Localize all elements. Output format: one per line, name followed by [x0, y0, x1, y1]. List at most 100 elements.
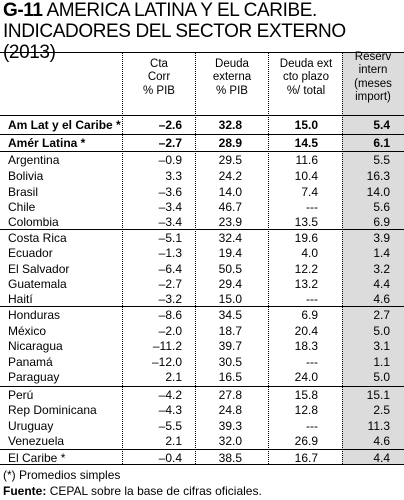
reserves-cell: 1.4: [373, 246, 390, 260]
country-name: Nicaragua: [8, 339, 63, 353]
current-account-cell: –5.1: [158, 231, 182, 245]
table-row: Rep Dominicana –4.3 24.8 12.8 2.5: [0, 402, 404, 418]
reserves-cell: 5.4: [373, 118, 390, 132]
country-name: Ecuador: [8, 246, 53, 260]
reserves-cell: 2.7: [373, 308, 390, 322]
short-term-debt-cell: 26.9: [294, 434, 318, 448]
table-row: Argentina –0.9 29.5 11.6 5.5: [0, 152, 404, 168]
reserves-column-shade: [342, 52, 404, 464]
summary-row: Amér Latina * –2.7 28.9 14.5 6.1: [0, 135, 404, 151]
short-term-debt-cell: 12.2: [294, 262, 318, 276]
short-term-debt-cell: ---: [306, 355, 318, 369]
table-bottom-rule: [0, 464, 404, 465]
short-term-debt-cell: 15.0: [294, 118, 318, 132]
country-name: Paraguay: [8, 370, 60, 384]
country-name: Haití: [8, 292, 33, 306]
country-name: El Caribe *: [8, 451, 66, 465]
reserves-cell: 15.1: [366, 388, 390, 402]
summary-divider-rule: [0, 134, 404, 135]
table-row: Guatemala –2.7 29.4 13.2 4.4: [0, 276, 404, 292]
column-header-line: Cta: [150, 58, 168, 70]
current-account-cell: –0.9: [158, 153, 182, 167]
country-name: Perú: [8, 388, 34, 402]
reserves-cell: 2.5: [373, 403, 390, 417]
table-row: Paraguay 2.1 16.5 24.0 5.0: [0, 369, 404, 385]
external-debt-cell: 32.0: [218, 434, 242, 448]
external-debt-cell: 27.8: [218, 388, 242, 402]
table-row: Honduras –8.6 34.5 6.9 2.7: [0, 307, 404, 323]
group-divider-rule: [0, 386, 404, 387]
current-account-cell: –5.5: [158, 419, 182, 433]
external-debt-cell: 46.7: [218, 200, 242, 214]
current-account-cell: –2.7: [158, 136, 182, 150]
country-name: Am Lat y el Caribe *: [8, 118, 121, 132]
external-debt-cell: 39.7: [218, 339, 242, 353]
header-bottom-rule: [0, 115, 404, 116]
external-debt-cell: 23.9: [218, 215, 242, 229]
external-debt-cell: 28.9: [218, 136, 242, 150]
short-term-debt-cell: 14.5: [294, 136, 318, 150]
table-row: Haití –3.2 15.0 --- 4.6: [0, 291, 404, 307]
group-divider-rule: [0, 229, 404, 230]
reserves-cell: 14.0: [366, 185, 390, 199]
column-divider: [195, 52, 196, 464]
external-debt-cell: 30.5: [218, 355, 242, 369]
country-name: Uruguay: [8, 419, 54, 433]
short-term-debt-cell: ---: [306, 200, 318, 214]
short-term-debt-cell: 6.9: [301, 308, 318, 322]
table-row: Venezuela 2.1 32.0 26.9 4.6: [0, 433, 404, 449]
column-header: Reserv intern (meses import): [344, 51, 402, 104]
current-account-cell: 2.1: [165, 434, 182, 448]
country-name: Brasil: [8, 185, 39, 199]
country-name: Guatemala: [8, 277, 67, 291]
reserves-cell: 4.4: [373, 451, 390, 465]
table-row: Uruguay –5.5 39.3 --- 11.3: [0, 418, 404, 434]
country-name: Costa Rica: [8, 231, 67, 245]
table-row: Nicaragua –11.2 39.7 18.3 3.1: [0, 338, 404, 354]
reserves-cell: 5.5: [373, 153, 390, 167]
external-debt-cell: 24.2: [218, 169, 242, 183]
column-header: Deuda externa% PIB: [198, 58, 266, 98]
table-row: Panamá –12.0 30.5 --- 1.1: [0, 354, 404, 370]
table-row: Costa Rica –5.1 32.4 19.6 3.9: [0, 230, 404, 246]
external-debt-cell: 39.3: [218, 419, 242, 433]
external-debt-cell: 32.8: [218, 118, 242, 132]
reserves-cell: 3.9: [373, 231, 390, 245]
short-term-debt-cell: 20.4: [294, 324, 318, 338]
external-debt-cell: 19.4: [218, 246, 242, 260]
reserves-cell: 16.3: [366, 169, 390, 183]
short-term-debt-cell: 15.8: [294, 388, 318, 402]
current-account-cell: –3.6: [158, 185, 182, 199]
external-debt-cell: 16.5: [218, 370, 242, 384]
current-account-cell: –2.7: [158, 277, 182, 291]
reserves-cell: 5.0: [373, 370, 390, 384]
external-debt-cell: 29.5: [218, 153, 242, 167]
current-account-cell: –0.4: [158, 451, 182, 465]
short-term-debt-cell: 7.4: [301, 185, 318, 199]
short-term-debt-cell: 10.4: [294, 169, 318, 183]
external-debt-cell: 14.0: [218, 185, 242, 199]
column-header-line: intern: [358, 64, 388, 77]
column-header-line: %/ total: [286, 84, 326, 97]
reserves-cell: 3.2: [373, 262, 390, 276]
summary-bottom-rule: [0, 151, 404, 152]
header-top-rule: [0, 52, 404, 53]
column-header-line: (meses: [354, 77, 392, 90]
current-account-cell: –2.6: [158, 118, 182, 132]
country-name: Rep Dominicana: [8, 403, 97, 417]
column-header-line: externa: [212, 71, 252, 84]
current-account-cell: –4.2: [158, 388, 182, 402]
column-header: Deuda ext cto plazo %/ total: [271, 58, 341, 98]
external-debt-cell: 34.5: [218, 308, 242, 322]
external-debt-cell: 18.7: [218, 324, 242, 338]
column-divider: [122, 52, 123, 464]
short-term-debt-cell: 13.2: [294, 277, 318, 291]
current-account-cell: –4.3: [158, 403, 182, 417]
current-account-cell: 2.1: [165, 370, 182, 384]
reserves-cell: 6.1: [373, 136, 390, 150]
current-account-cell: –6.4: [158, 262, 182, 276]
country-name: Chile: [8, 200, 36, 214]
country-name: Colombia: [8, 215, 59, 229]
table-row: Colombia –3.4 23.9 13.5 6.9: [0, 214, 404, 230]
title-code: G-11: [3, 0, 43, 21]
